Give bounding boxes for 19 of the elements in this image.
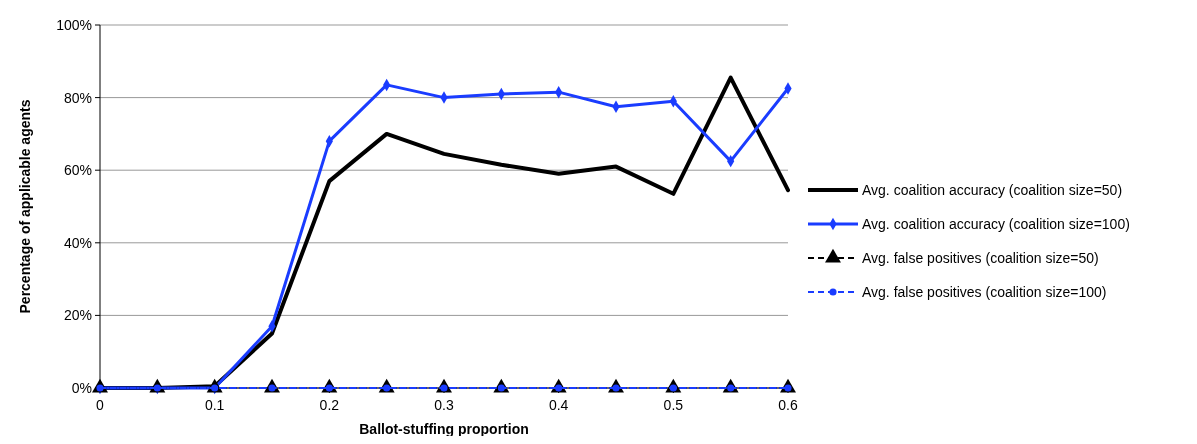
x-tick-label: 0.6 xyxy=(778,397,798,413)
y-tick-label: 40% xyxy=(63,234,92,251)
y-axis-title: Percentage of applicable agents xyxy=(17,99,33,314)
y-tick-label: 60% xyxy=(63,162,92,179)
y-tick-label: 100% xyxy=(56,16,92,33)
y-tick-label: 0% xyxy=(71,379,92,396)
legend-label: Avg. false positives (coalition size=100) xyxy=(862,283,1107,300)
x-axis-title: Ballot-stuffing proportion xyxy=(359,421,529,437)
x-tick-label: 0.4 xyxy=(548,397,569,413)
y-tick-label: 80% xyxy=(63,89,92,106)
x-tick-label: 0.3 xyxy=(434,397,454,413)
legend-label: Avg. coalition accuracy (coalition size=50) xyxy=(862,181,1123,198)
x-tick-label: 0.1 xyxy=(204,397,225,413)
legend-label: Avg. false positives (coalition size=50) xyxy=(862,249,1099,266)
legend-label: Avg. coalition accuracy (coalition size=100) xyxy=(862,215,1130,232)
x-tick-label: 0.2 xyxy=(319,397,340,413)
y-tick-label: 20% xyxy=(63,307,92,324)
x-tick-label: 0 xyxy=(96,397,105,413)
x-tick-label: 0.5 xyxy=(663,397,684,413)
